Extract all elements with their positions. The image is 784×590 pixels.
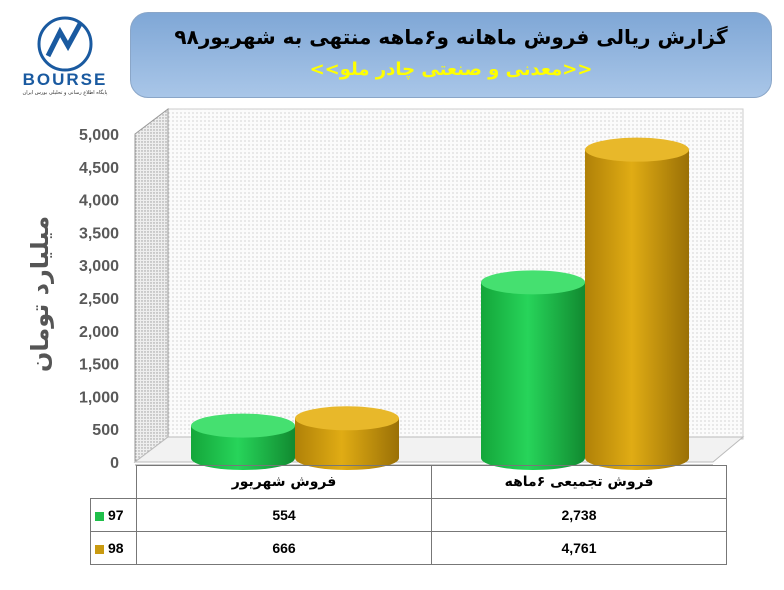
bar-98-1 <box>585 149 689 470</box>
bar-top-98-1 <box>585 137 689 162</box>
y-tick-label: 500 <box>92 422 119 439</box>
chart-title: گزارش ریالی فروش ماهانه و۶ماهه منتهی به … <box>174 25 728 49</box>
category-label: فروش شهریور <box>136 465 432 499</box>
legend-swatch-98 <box>95 544 104 554</box>
logo-emblem-icon <box>37 16 93 72</box>
bar-top-97-0 <box>191 413 295 438</box>
plot-side-wall <box>134 107 169 464</box>
y-tick-label: 2,000 <box>79 324 119 341</box>
logo-text: BOURSE <box>22 70 108 89</box>
y-tick-label: 4,500 <box>79 160 119 177</box>
table-corner <box>91 466 137 499</box>
bar-97-1 <box>481 282 585 470</box>
y-tick-label: 1,500 <box>79 357 119 374</box>
legend-entry: 97 <box>90 498 137 532</box>
title-banner: گزارش ریالی فروش ماهانه و۶ماهه منتهی به … <box>130 12 772 98</box>
data-label: 4,761 <box>431 531 727 565</box>
y-tick-label: 4,000 <box>79 193 119 210</box>
table-header-row: فروش شهریور فروش تجمیعی ۶ماهه <box>91 465 727 499</box>
legend-swatch-97 <box>95 511 104 521</box>
bourse-logo: BOURSE پایگاه اطلاع رسانی و تحلیلی بورس … <box>8 10 122 98</box>
series-name: 97 <box>108 507 124 523</box>
category-label: فروش تجمیعی ۶ماهه <box>431 465 727 499</box>
data-table: فروش شهریور فروش تجمیعی ۶ماهه 97 554 2,7… <box>90 465 727 565</box>
bar-98-0 <box>295 418 399 470</box>
logo-subtext: پایگاه اطلاع رسانی و تحلیلی بورس ایران <box>22 90 108 96</box>
y-tick-label: 3,000 <box>79 258 119 275</box>
series-name: 98 <box>108 540 124 556</box>
bar-top-97-1 <box>481 270 585 295</box>
y-axis-label: میلیارد تومان <box>26 215 54 373</box>
y-tick-label: 1,000 <box>79 389 119 406</box>
data-label: 666 <box>136 531 432 565</box>
y-tick-label: 3,500 <box>79 225 119 242</box>
y-tick-label: 2,500 <box>79 291 119 308</box>
y-tick-label: 5,000 <box>79 127 119 144</box>
table-row: 97 554 2,738 <box>90 498 727 532</box>
bar-97-0 <box>191 425 295 470</box>
legend-entry: 98 <box>90 531 137 565</box>
data-label: 554 <box>136 498 432 532</box>
table-row: 98 666 4,761 <box>90 531 727 565</box>
y-tick-label: 0 <box>110 455 119 472</box>
data-label: 2,738 <box>431 498 727 532</box>
chart-subtitle: <<معدنی و صنعتی چادر ملو>> <box>309 59 593 80</box>
bar-top-98-0 <box>295 406 399 431</box>
